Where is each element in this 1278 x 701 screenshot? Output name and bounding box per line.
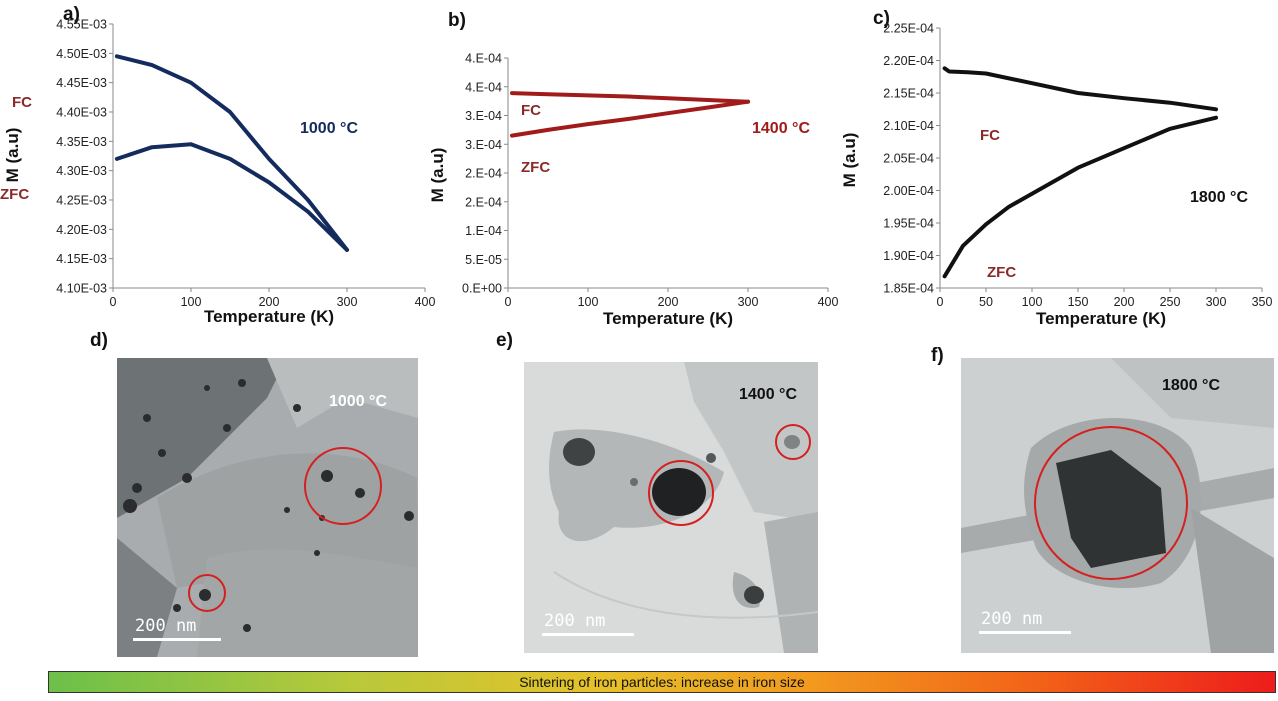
y-tick-label: 3.E-04	[465, 138, 502, 152]
x-tick-label: 200	[1114, 295, 1135, 309]
x-tick-label: 100	[181, 295, 202, 309]
y-tick-label: 5.E-05	[465, 253, 502, 267]
y-axis-title: M (a.u)	[3, 128, 22, 183]
zfc-curve-label: ZFC	[521, 159, 550, 176]
x-tick-label: 100	[1022, 295, 1043, 309]
y-tick-label: 2.00E-04	[883, 184, 934, 198]
tem-image-f: 1800 °C 200 nm	[961, 358, 1274, 653]
scale-bar-label-f: 200 nm	[981, 609, 1043, 629]
temperature-annotation: 1400 °C	[752, 120, 810, 137]
y-tick-label: 2.E-04	[465, 167, 502, 181]
x-tick-label: 200	[259, 295, 280, 309]
panel-letter-d: d)	[90, 330, 108, 351]
x-tick-label: 0	[110, 295, 117, 309]
y-tick-label: 4.55E-03	[56, 18, 107, 32]
zfc-curve-label: ZFC	[0, 186, 29, 203]
y-tick-label: 2.15E-04	[883, 87, 934, 101]
series-line-zfc	[114, 142, 349, 252]
x-tick-label: 400	[415, 295, 436, 309]
panel-letter-f: f)	[931, 345, 944, 366]
y-tick-label: 1.90E-04	[883, 249, 934, 263]
y-tick-label: 4.20E-03	[56, 223, 107, 237]
y-tick-label: 3.E-04	[465, 109, 502, 123]
y-tick-label: 4.45E-03	[56, 76, 107, 90]
x-tick-label: 0	[505, 295, 512, 309]
y-tick-label: 1.95E-04	[883, 217, 934, 231]
zfc-curve-label: ZFC	[987, 264, 1016, 281]
scale-bar-d	[133, 638, 221, 641]
y-tick-label: 2.10E-04	[883, 119, 934, 133]
x-tick-label: 100	[578, 295, 599, 309]
y-tick-label: 4.50E-03	[56, 47, 107, 61]
y-tick-label: 1.85E-04	[883, 282, 934, 296]
panel-letter-e: e)	[496, 330, 513, 351]
magnetization-chart-a: 4.10E-03 4.15E-03 4.20E-03 4.25E-03 4.30E-03…	[0, 18, 436, 327]
fc-curve-label: FC	[980, 127, 1000, 144]
fc-curve-label: FC	[12, 94, 32, 111]
x-axis-title: Temperature (K)	[204, 307, 334, 326]
sintering-gradient-text: Sintering of iron particles: increase in…	[519, 674, 805, 690]
tem-temperature-label-d: 1000 °C	[329, 393, 387, 410]
series-line-fc	[942, 66, 1218, 112]
y-tick-label: 4.35E-03	[56, 135, 107, 149]
x-tick-label: 400	[818, 295, 839, 309]
tem-micrograph-d	[117, 358, 418, 657]
y-tick-label: 0.E+00	[462, 282, 502, 296]
tem-temperature-label-e: 1400 °C	[739, 386, 797, 403]
x-tick-label: 300	[1206, 295, 1227, 309]
y-tick-label: 4.25E-03	[56, 194, 107, 208]
panel-letter-a: a)	[63, 4, 80, 25]
magnetization-chart-b: 0.E+00 5.E-05 1.E-04 2.E-04 2.E-04 3.E-04 3.E-…	[428, 52, 839, 329]
x-tick-label: 300	[738, 295, 759, 309]
series-line-zfc	[510, 99, 750, 138]
x-tick-label: 0	[937, 295, 944, 309]
scale-bar-label-e: 200 nm	[544, 611, 606, 631]
y-tick-label: 2.05E-04	[883, 152, 934, 166]
panel-letter-c: c)	[873, 8, 890, 29]
fc-curve-label: FC	[521, 102, 541, 119]
series-line-zfc	[942, 115, 1218, 279]
tem-micrograph-f	[961, 358, 1274, 653]
scale-bar-f	[979, 631, 1071, 634]
tem-micrograph-e	[524, 362, 818, 653]
y-tick-label: 1.E-04	[465, 224, 502, 238]
temperature-annotation: 1800 °C	[1190, 189, 1248, 206]
tem-image-d: 1000 °C 200 nm	[117, 358, 418, 657]
scale-bar-e	[542, 633, 634, 636]
x-tick-label: 350	[1252, 295, 1273, 309]
y-tick-label: 4.40E-03	[56, 106, 107, 120]
x-tick-label: 300	[337, 295, 358, 309]
y-tick-label: 4.30E-03	[56, 164, 107, 178]
x-axis-title: Temperature (K)	[1036, 309, 1166, 328]
y-tick-label: 4.E-04	[465, 52, 502, 66]
series-line-fc	[114, 54, 349, 252]
series-line-fc	[510, 91, 750, 104]
temperature-annotation: 1000 °C	[300, 120, 358, 137]
y-tick-label: 2.25E-04	[883, 22, 934, 36]
x-tick-label: 150	[1068, 295, 1089, 309]
x-tick-label: 250	[1160, 295, 1181, 309]
x-axis-title: Temperature (K)	[603, 309, 733, 328]
panel-letter-b: b)	[448, 10, 466, 31]
magnetization-chart-c: 1.85E-04 1.90E-04 1.95E-04 2.00E-04 2.05E-04…	[840, 22, 1273, 329]
x-tick-label: 50	[979, 295, 993, 309]
tem-temperature-label-f: 1800 °C	[1162, 377, 1220, 394]
tem-image-e: 1400 °C 200 nm	[524, 362, 818, 653]
y-axis-title: M (a.u)	[840, 133, 859, 188]
y-tick-label: 2.20E-04	[883, 54, 934, 68]
scale-bar-label-d: 200 nm	[135, 616, 197, 636]
y-tick-label: 4.E-04	[465, 80, 502, 94]
sintering-gradient-bar: Sintering of iron particles: increase in…	[48, 671, 1276, 693]
y-tick-label: 4.15E-03	[56, 252, 107, 266]
x-tick-label: 200	[658, 295, 679, 309]
y-axis-title: M (a.u)	[428, 148, 447, 203]
y-tick-label: 4.10E-03	[56, 282, 107, 296]
y-tick-label: 2.E-04	[465, 195, 502, 209]
